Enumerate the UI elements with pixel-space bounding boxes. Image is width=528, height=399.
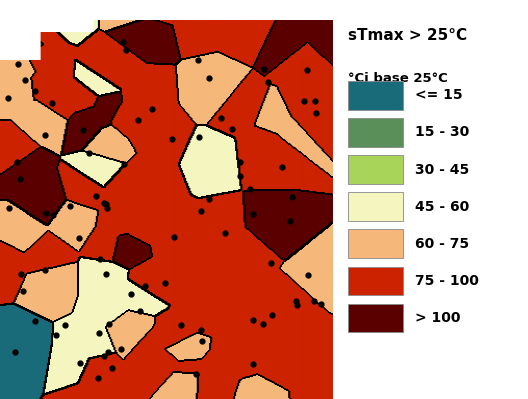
Bar (348, 229, 403, 258)
Text: 75 - 100: 75 - 100 (414, 274, 478, 288)
Bar (348, 192, 403, 221)
Bar (348, 155, 403, 184)
Text: 45 - 60: 45 - 60 (414, 200, 469, 214)
Text: 60 - 75: 60 - 75 (414, 237, 469, 251)
Text: °Cj base 25°C: °Cj base 25°C (348, 72, 448, 85)
Text: > 100: > 100 (414, 311, 460, 325)
Bar (348, 118, 403, 147)
Bar (348, 81, 403, 110)
Text: 30 - 45: 30 - 45 (414, 162, 469, 177)
Text: 15 - 30: 15 - 30 (414, 125, 469, 140)
Bar (348, 304, 403, 332)
Bar (348, 267, 403, 295)
Text: sTmax > 25°C: sTmax > 25°C (348, 28, 467, 43)
Text: <= 15: <= 15 (414, 88, 463, 103)
